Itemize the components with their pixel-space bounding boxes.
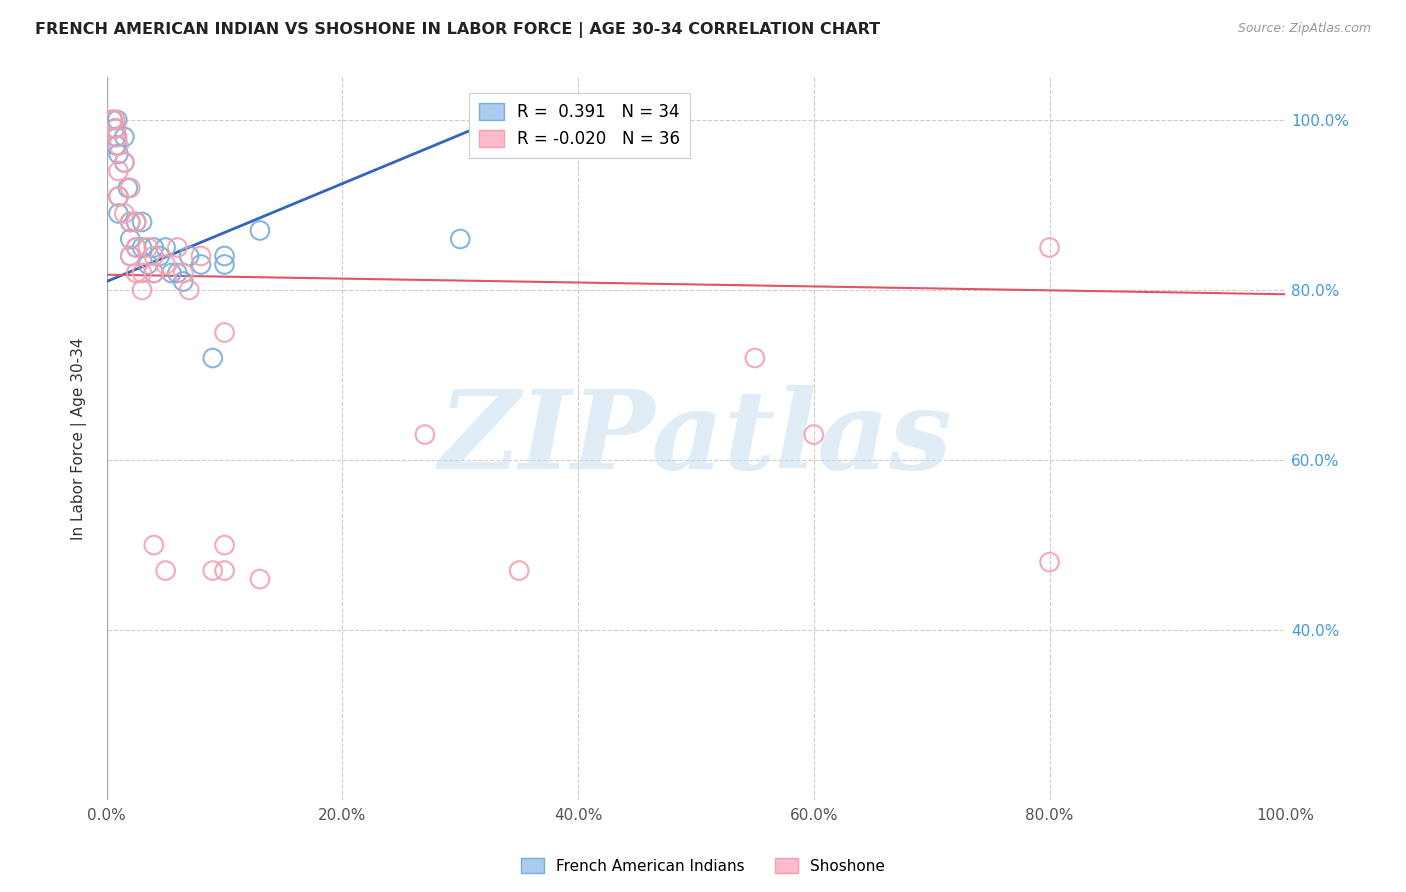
Point [105,130,128,145]
Point [190,249,212,263]
Point [249,223,271,237]
Point [131,215,153,229]
Point [803,427,825,442]
Point [120,181,142,195]
Point [101,112,124,127]
Point [1038,240,1060,254]
Point [107,206,129,220]
Point [160,266,183,280]
Point [179,249,201,263]
Text: FRENCH AMERICAN INDIAN VS SHOSHONE IN LABOR FORCE | AGE 30-34 CORRELATION CHART: FRENCH AMERICAN INDIAN VS SHOSHONE IN LA… [35,22,880,38]
Point [744,351,766,365]
Legend: R =  0.391   N = 34, R = -0.020   N = 36: R = 0.391 N = 34, R = -0.020 N = 36 [468,93,690,158]
Point [155,258,177,272]
Point [112,206,135,220]
Point [131,266,153,280]
Point [107,147,129,161]
Point [149,249,172,263]
Point [120,249,142,263]
Point [1038,555,1060,569]
Point [166,240,188,254]
Y-axis label: In Labor Force | Age 30-34: In Labor Force | Age 30-34 [72,337,87,540]
Point [214,564,236,578]
Point [107,189,129,203]
Point [112,155,135,169]
Point [249,572,271,586]
Point [125,215,148,229]
Point [214,258,236,272]
Point [125,240,148,254]
Point [142,240,165,254]
Text: ZIPatlas: ZIPatlas [439,385,953,492]
Point [166,266,188,280]
Text: Source: ZipAtlas.com: Source: ZipAtlas.com [1237,22,1371,36]
Point [101,112,124,127]
Point [112,130,135,145]
Point [120,232,142,246]
Point [105,130,128,145]
Point [136,240,159,254]
Point [179,283,201,297]
Point [172,275,194,289]
Point [155,240,177,254]
Point [155,564,177,578]
Legend: French American Indians, Shoshone: French American Indians, Shoshone [515,852,891,880]
Point [201,351,224,365]
Point [142,538,165,552]
Point [120,215,142,229]
Point [449,232,471,246]
Point [214,249,236,263]
Point [413,427,436,442]
Point [508,564,530,578]
Point [125,266,148,280]
Point [107,164,129,178]
Point [120,215,142,229]
Point [105,121,128,136]
Point [117,181,139,195]
Point [120,249,142,263]
Point [136,258,159,272]
Point [105,112,128,127]
Point [201,564,224,578]
Point [214,538,236,552]
Point [142,266,165,280]
Point [172,266,194,280]
Point [131,240,153,254]
Point [142,266,165,280]
Point [131,283,153,297]
Point [214,326,236,340]
Point [125,215,148,229]
Point [485,112,508,127]
Point [105,138,128,153]
Point [104,121,127,136]
Point [107,138,129,153]
Point [190,258,212,272]
Point [142,249,165,263]
Point [112,155,135,169]
Point [107,189,129,203]
Point [125,240,148,254]
Point [104,112,127,127]
